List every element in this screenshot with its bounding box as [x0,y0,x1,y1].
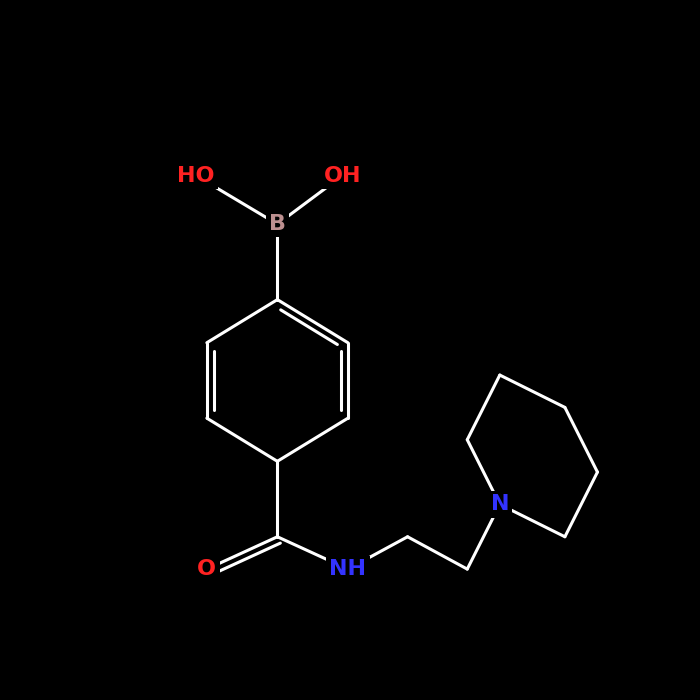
Text: N: N [491,494,509,514]
Text: O: O [197,559,216,579]
Text: OH: OH [323,166,361,186]
Text: NH: NH [330,559,366,579]
Text: B: B [269,214,286,234]
Text: HO: HO [177,166,215,186]
